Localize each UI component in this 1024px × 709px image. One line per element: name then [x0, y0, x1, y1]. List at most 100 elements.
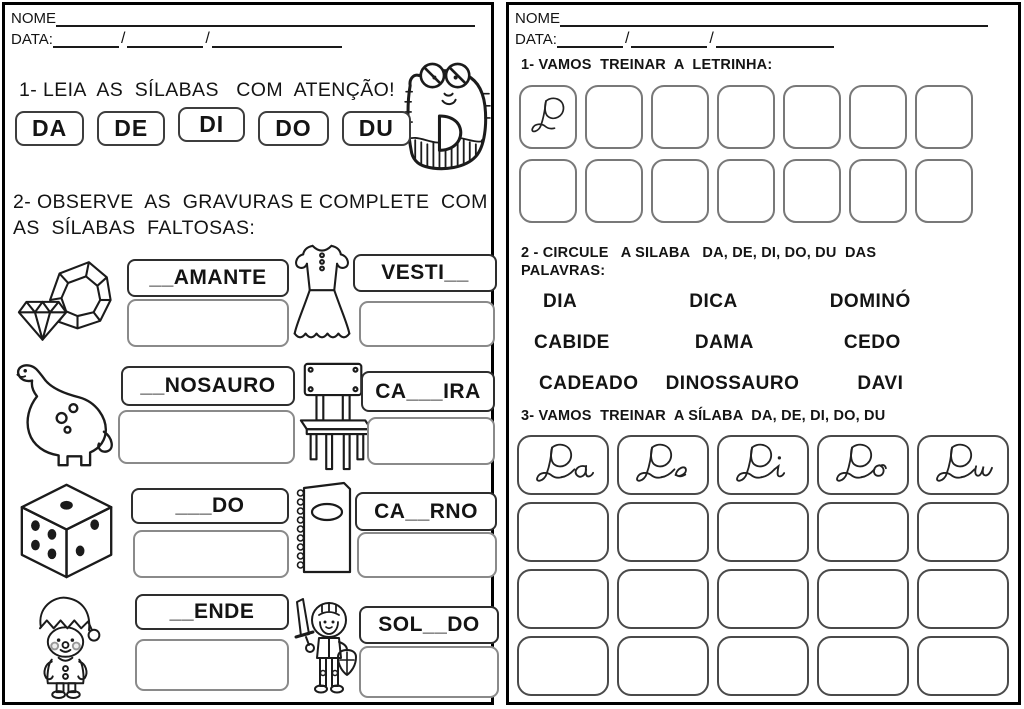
notebook-image — [296, 481, 352, 574]
syllable-box-du: DU — [341, 111, 411, 146]
section2-heading-line2: PALAVRAS: — [521, 263, 606, 279]
date-slash: / — [624, 30, 630, 47]
letter-practice-cell[interactable] — [519, 159, 577, 223]
syllable-box-do: DO — [258, 111, 329, 146]
cursive-model-cell — [817, 435, 909, 495]
circle-word: DINOSSAURO — [665, 373, 800, 394]
date-year-blank[interactable] — [715, 30, 834, 48]
letter-practice-cell[interactable] — [783, 159, 841, 223]
date-slash: / — [709, 30, 714, 47]
date-slash: / — [205, 30, 210, 47]
section2-heading-line1: 2- OBSERVE AS GRAVURAS E COMPLETE COM — [13, 191, 488, 213]
syllable-row: DA DE DI DO DU — [15, 107, 411, 146]
name-blank-line[interactable] — [56, 9, 475, 27]
syllable-practice-cell[interactable] — [717, 569, 809, 629]
dinosaur-image — [16, 364, 113, 467]
date-label: DATA: — [11, 31, 53, 48]
answer-write-box[interactable] — [135, 639, 289, 691]
date-row: DATA: / / — [11, 30, 342, 48]
syllable-practice-cell[interactable] — [917, 569, 1009, 629]
letter-practice-cell[interactable] — [915, 85, 973, 149]
answer-write-box[interactable] — [357, 532, 497, 578]
letter-practice-cell[interactable] — [585, 159, 643, 223]
letter-practice-cell[interactable] — [849, 85, 907, 149]
cursive-model-cell — [519, 85, 577, 149]
letter-practice-grid — [519, 85, 973, 223]
name-row: NOME — [515, 9, 988, 27]
cursive-di-glyph — [736, 443, 786, 482]
letter-practice-cell[interactable] — [717, 85, 775, 149]
section2-heading-line2: AS SÍLABAS FALTOSAS: — [13, 217, 256, 239]
name-blank-line[interactable] — [560, 9, 988, 27]
circle-word: DICA — [689, 291, 738, 312]
date-year-blank[interactable] — [211, 30, 342, 48]
syllable-practice-cell[interactable] — [717, 636, 809, 696]
date-month-blank[interactable] — [127, 30, 204, 48]
circle-word: CABIDE — [534, 332, 610, 353]
letter-practice-cell[interactable] — [915, 159, 973, 223]
diamond-ring-image — [17, 261, 112, 341]
syllable-practice-cell[interactable] — [817, 569, 909, 629]
word-box-caderno: CA__RNO — [355, 492, 497, 531]
syllable-practice-cell[interactable] — [617, 569, 709, 629]
name-row: NOME — [11, 9, 475, 27]
cursive-da-glyph — [536, 443, 595, 482]
word-box-dinossauro: __NOSAURO — [121, 366, 295, 406]
syllable-practice-cell[interactable] — [517, 569, 609, 629]
syllable-practice-cell[interactable] — [817, 502, 909, 562]
answer-write-box[interactable] — [127, 299, 289, 347]
syllable-practice-cell[interactable] — [917, 502, 1009, 562]
syllable-practice-cell[interactable] — [817, 636, 909, 696]
letter-practice-cell[interactable] — [717, 159, 775, 223]
syllable-practice-cell[interactable] — [517, 502, 609, 562]
section1-heading: 1- VAMOS TREINAR A LETRINHA: — [521, 57, 773, 73]
cursive-model-cell — [517, 435, 609, 495]
dice-image — [20, 483, 113, 579]
letter-d-mascot-image — [404, 62, 491, 171]
cursive-model-cell — [917, 435, 1009, 495]
answer-write-box[interactable] — [359, 646, 499, 698]
word-box-dado: ___DO — [131, 488, 289, 524]
elf-image — [38, 596, 101, 699]
answer-write-box[interactable] — [359, 301, 495, 347]
section3-heading: 3- VAMOS TREINAR A SÍLABA DA, DE, DI, DO… — [521, 408, 886, 424]
date-slash: / — [120, 30, 126, 47]
syllable-practice-cell[interactable] — [717, 502, 809, 562]
syllable-practice-cell[interactable] — [517, 636, 609, 696]
date-month-blank[interactable] — [631, 30, 708, 48]
word-box-diamante: __AMANTE — [127, 259, 289, 297]
cursive-d-glyph — [531, 97, 565, 133]
answer-write-box[interactable] — [367, 417, 495, 465]
word-box-duende: __ENDE — [135, 594, 289, 630]
answer-write-box[interactable] — [133, 530, 289, 578]
circle-word: CADEADO — [539, 373, 639, 394]
date-row: DATA: / / — [515, 30, 834, 48]
syllable-practice-cell[interactable] — [617, 502, 709, 562]
name-label: NOME — [515, 10, 560, 27]
circle-words-row-3: CADEADO DINOSSAURO DAVI — [521, 373, 903, 395]
word-box-cadeira: CA___IRA — [361, 371, 495, 412]
syllable-practice-grid — [517, 435, 1009, 696]
letter-practice-cell[interactable] — [651, 159, 709, 223]
letter-practice-cell[interactable] — [585, 85, 643, 149]
circle-word: DOMINÓ — [829, 291, 911, 312]
left-worksheet-page: NOME DATA: / / 1- LEIA AS SÍLABAS COM AT… — [2, 2, 499, 705]
name-label: NOME — [11, 10, 56, 27]
dress-image — [293, 244, 351, 339]
answer-write-box[interactable] — [118, 410, 295, 464]
date-day-blank[interactable] — [52, 30, 119, 48]
section2-heading-line1: 2 - CIRCULE A SILABA DA, DE, DI, DO, DU … — [521, 245, 877, 261]
letter-practice-cell[interactable] — [783, 85, 841, 149]
letter-practice-cell[interactable] — [849, 159, 907, 223]
right-worksheet-page: NOME DATA: / / 1- VAMOS TREINAR A LETRIN… — [506, 2, 1021, 705]
mascot-inner-d — [437, 114, 463, 152]
syllable-practice-cell[interactable] — [617, 636, 709, 696]
circle-words-row-2: CABIDE DAMA CEDO — [521, 332, 901, 354]
cursive-de-glyph — [636, 443, 687, 482]
circle-word: CEDO — [843, 332, 901, 353]
date-day-blank[interactable] — [556, 30, 623, 48]
letter-practice-cell[interactable] — [651, 85, 709, 149]
circle-word: DAVI — [857, 373, 904, 394]
syllable-practice-cell[interactable] — [917, 636, 1009, 696]
